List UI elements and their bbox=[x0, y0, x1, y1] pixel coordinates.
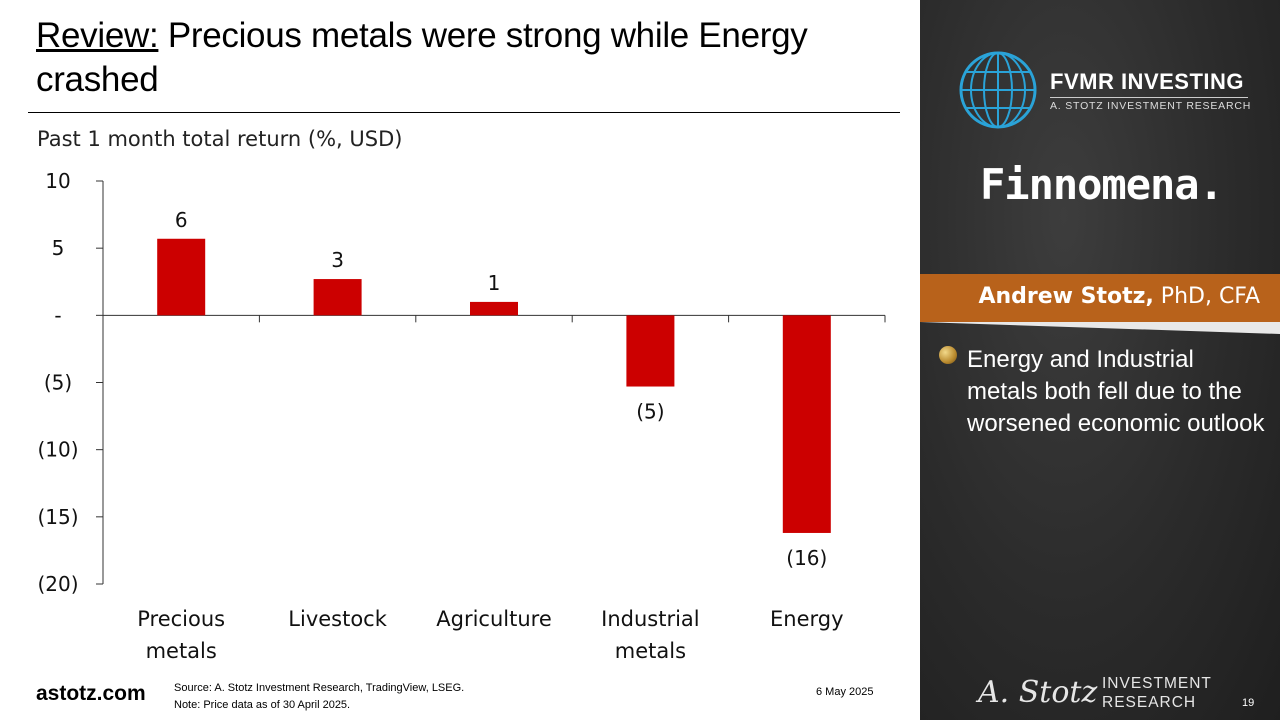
x-tick-label: Livestock bbox=[288, 607, 387, 631]
data-label: (16) bbox=[786, 546, 827, 570]
slide-date: 6 May 2025 bbox=[816, 686, 874, 698]
signature-logo: A. Stotz bbox=[975, 675, 1097, 710]
bar bbox=[470, 301, 518, 316]
y-tick-label: (15) bbox=[37, 505, 78, 529]
author-creds: PhD, CFA bbox=[1153, 284, 1260, 309]
svg-text:A. Stotz: A. Stotz bbox=[975, 675, 1097, 710]
y-tick-label: (20) bbox=[37, 572, 78, 596]
sidebar: FVMR INVESTING A. STOTZ INVESTMENT RESEA… bbox=[920, 0, 1280, 720]
bar bbox=[626, 315, 675, 387]
x-tick-label: Industrial bbox=[601, 607, 700, 631]
investment-research-label: INVESTMENT RESEARCH bbox=[1102, 674, 1212, 712]
source-note: Source: A. Stotz Investment Research, Tr… bbox=[174, 680, 464, 714]
y-tick-label: (10) bbox=[37, 438, 78, 462]
page-title: Review: Precious metals were strong whil… bbox=[36, 14, 896, 102]
y-tick-label: (5) bbox=[44, 371, 72, 395]
data-label: 1 bbox=[488, 271, 501, 295]
data-label: (5) bbox=[636, 400, 664, 424]
finnomena-logo: Finnomena. bbox=[980, 160, 1224, 209]
x-tick-label: Precious bbox=[137, 607, 225, 631]
author-name: Andrew Stotz, bbox=[978, 284, 1154, 309]
data-label: 6 bbox=[175, 208, 188, 232]
globe-icon bbox=[959, 51, 1037, 129]
bar-chart: 10 5 - (5) (10) (15) (20) 6 Precious metals 3 Lives… bbox=[37, 169, 886, 663]
fvmr-logo-text: FVMR INVESTING bbox=[1050, 69, 1245, 94]
page-number: 19 bbox=[1242, 697, 1255, 709]
x-tick-label: metals bbox=[615, 639, 686, 663]
website-label: astotz.com bbox=[36, 682, 146, 705]
x-tick-label: Energy bbox=[770, 607, 844, 631]
data-label: 3 bbox=[331, 248, 344, 272]
bar bbox=[782, 315, 831, 533]
x-tick-label: Agriculture bbox=[436, 607, 552, 631]
chart-title: Past 1 month total return (%, USD) bbox=[37, 127, 403, 151]
ir-line1: INVESTMENT bbox=[1102, 675, 1212, 692]
note-text: Note: Price data as of 30 April 2025. bbox=[174, 699, 351, 711]
bar bbox=[157, 238, 206, 316]
source-text: Source: A. Stotz Investment Research, Tr… bbox=[174, 682, 465, 694]
y-tick-label: 10 bbox=[45, 169, 70, 193]
title-underlined: Review: bbox=[36, 16, 159, 55]
band-shadow bbox=[920, 322, 1280, 334]
logo-divider bbox=[1050, 97, 1248, 98]
bar bbox=[313, 279, 362, 316]
title-divider bbox=[28, 112, 900, 113]
slide-main: Review: Precious metals were strong whil… bbox=[28, 14, 900, 714]
author-band: Andrew Stotz, PhD, CFA bbox=[920, 274, 1280, 322]
y-tick-label: - bbox=[54, 303, 61, 327]
commentary-bullet: Energy and Industrial metals both fell d… bbox=[967, 346, 1265, 437]
fvmr-tagline: A. STOTZ INVESTMENT RESEARCH bbox=[1050, 100, 1252, 112]
author-label: Andrew Stotz, PhD, CFA bbox=[978, 284, 1260, 309]
x-tick-label: metals bbox=[146, 639, 217, 663]
title-rest: Precious metals were strong while Energy… bbox=[36, 16, 808, 99]
ir-line2: RESEARCH bbox=[1102, 694, 1197, 711]
bullet-icon bbox=[939, 346, 957, 364]
y-tick-label: 5 bbox=[52, 236, 65, 260]
